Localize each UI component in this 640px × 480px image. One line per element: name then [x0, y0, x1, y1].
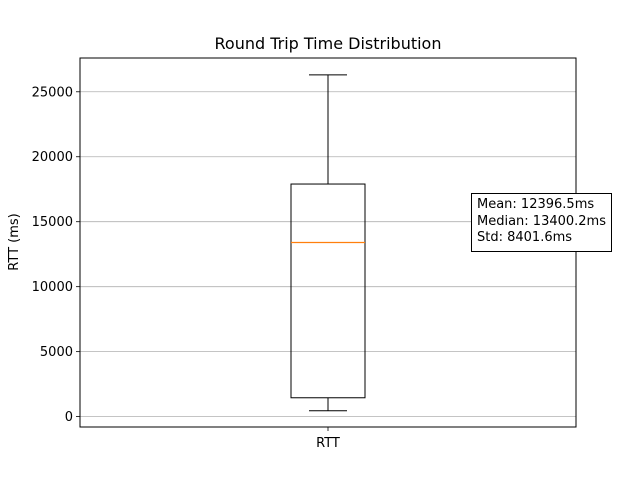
- iqr-box: [290, 183, 366, 399]
- x-tick-label: RTT: [316, 436, 340, 451]
- y-ticks: 0 5000 10000 15000 20000 25000: [32, 85, 80, 425]
- y-tick-label: 10000: [32, 280, 73, 295]
- y-tick-label: 15000: [32, 215, 73, 230]
- chart-title: Round Trip Time Distribution: [215, 34, 442, 53]
- box-layer: [290, 74, 366, 412]
- y-tick-label: 25000: [32, 85, 73, 100]
- x-ticks: RTT: [316, 427, 340, 451]
- stats-mean: Mean: 12396.5ms: [477, 197, 595, 212]
- y-tick-label: 0: [65, 410, 73, 425]
- y-tick-label: 20000: [32, 150, 73, 165]
- y-tick-label: 5000: [40, 345, 73, 360]
- stats-std: Std: 8401.6ms: [477, 230, 573, 245]
- stats-median: Median: 13400.2ms: [477, 213, 606, 229]
- y-axis-label: RTT (ms): [7, 213, 22, 270]
- stats-annotation: Mean: 12396.5ms Median: 13400.2ms Std: 8…: [471, 193, 612, 252]
